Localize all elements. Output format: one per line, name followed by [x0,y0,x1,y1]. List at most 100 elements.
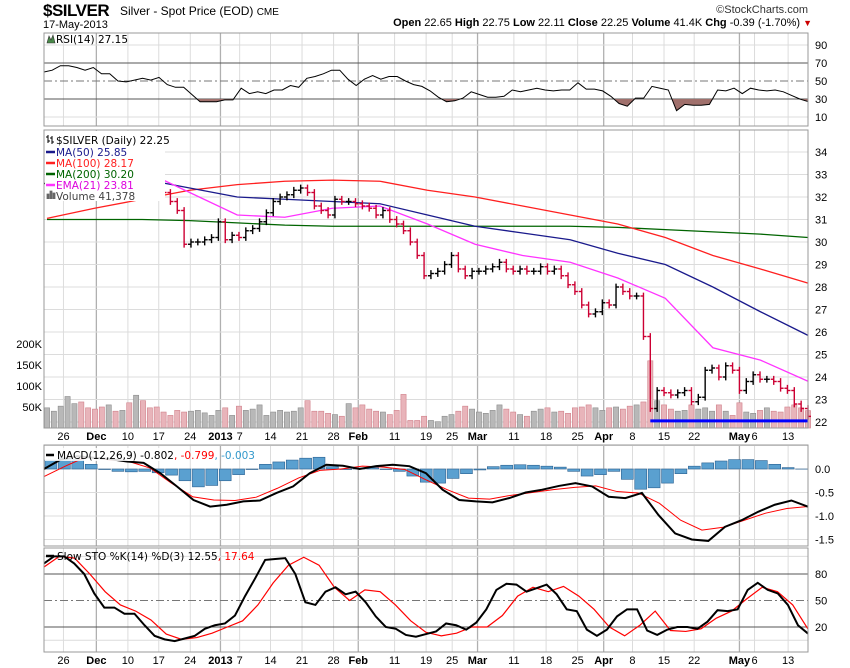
macd-histogram-bar [500,464,513,470]
volume-bar [565,412,571,429]
x-axis-date-label: 15 [658,655,670,667]
volume-bar [174,410,181,429]
price-bar [201,236,208,246]
x-axis-date-label: 21 [296,431,308,443]
rsi-tick-label: 90 [815,40,827,52]
volume-bar [64,396,71,429]
price-bar [661,387,668,397]
ma200-line [47,218,809,239]
price-bar [366,202,373,212]
price-bar [242,227,249,241]
x-axis-date-label: 17 [153,431,165,443]
price-bar [715,364,722,381]
price-tick-label: 32 [815,192,827,204]
price-bar [571,281,578,295]
x-axis-date-label: 19 [420,655,432,667]
macd-legend-background [45,448,175,461]
macd-histogram-bar [473,468,487,471]
rsi-line [43,65,809,112]
price-bar [523,265,530,275]
macd-histogram-bar [111,468,125,472]
price-bar [750,371,757,385]
x-axis-date-label: Apr [594,655,614,667]
high-label: High [454,17,480,29]
price-bar [441,261,448,275]
volume-bar [263,415,270,429]
macd-histogram-bar [205,468,219,486]
macd-histogram-bar [540,465,554,470]
price-bar [386,207,393,223]
volume-bar [332,414,338,429]
price-bar [613,283,620,309]
macd-histogram-bar [299,457,312,470]
price-bar [640,292,647,340]
macd-histogram-bar [487,466,500,470]
price-bar [235,231,242,241]
volume-bar [736,402,743,429]
rsi-legend: RSI(14) 27.15 [46,34,128,46]
x-axis-date-label: 8 [629,431,635,443]
volume-icon [46,190,56,199]
price-bar [167,189,174,205]
volume-bar [194,410,201,429]
volume-bar [236,405,242,429]
rsi-legend-text: RSI(14) 27.15 [56,34,128,46]
sto-tick-label: 80 [815,569,827,581]
macd-histogram-bar [634,468,647,490]
macd-histogram-bar [245,468,259,470]
price-tick-label: 29 [815,260,827,272]
volume-bar [510,411,517,429]
price-bar [256,218,263,232]
x-axis-date-label: Dec [86,431,106,443]
x-axis-date-label: 7 [237,655,243,667]
price-bar [709,364,716,374]
macd-tick-label: -1.0 [815,511,834,523]
volume-bar [393,410,400,429]
volume-bar [304,400,311,429]
x-axis-date-label: 11 [389,431,400,443]
volume-bar [448,414,455,429]
volume-value: 41.4K [673,17,703,29]
macd-histogram-bar [768,463,781,470]
volume-bar [373,410,379,429]
price-bar [215,218,222,241]
x-axis-date-label: 25 [572,655,584,667]
x-axis-date-label: 15 [658,431,670,443]
price-bar [530,267,537,275]
macd-histogram-bar [98,468,111,470]
price-bar [681,387,688,397]
volume-bar [229,415,236,429]
open-label: Open [393,17,422,29]
macd-histogram-bar [138,468,152,472]
volume-bar [606,407,613,429]
low-label: Low [512,17,535,29]
volume-bar [71,403,78,429]
volume-bar [428,420,434,429]
x-axis-date-label: 8 [629,655,635,667]
volume-bar [489,410,496,429]
indicator-icon [46,34,56,44]
volume-bar [585,404,592,429]
volume-bar [791,404,798,429]
volume-bar [146,407,153,429]
rsi-tick-label: 30 [815,94,827,106]
volume-bar [153,406,160,429]
volume-bar [290,410,297,429]
volume-bar [715,404,722,429]
price-bar [270,198,277,217]
price-tick-label: 30 [815,237,827,249]
x-axis-date-label: 13 [782,431,794,443]
volume-bar [667,408,674,429]
rsi-panel-frame [43,32,809,127]
price-bar [722,362,729,381]
volume-bar [530,410,537,429]
sto-k-value: Slow STO %K(14) %D(3) 12.55 [57,551,218,563]
price-tick-label: 22 [815,417,827,429]
macd-histogram-bar [580,468,594,477]
macd-tick-label: -1.5 [815,535,834,547]
macd-histogram-bar [647,468,661,489]
volume-tick-label: 50K [22,402,42,414]
ma50-legend-text: MA(50) 25.85 [56,147,127,159]
volume-bar [44,407,50,429]
